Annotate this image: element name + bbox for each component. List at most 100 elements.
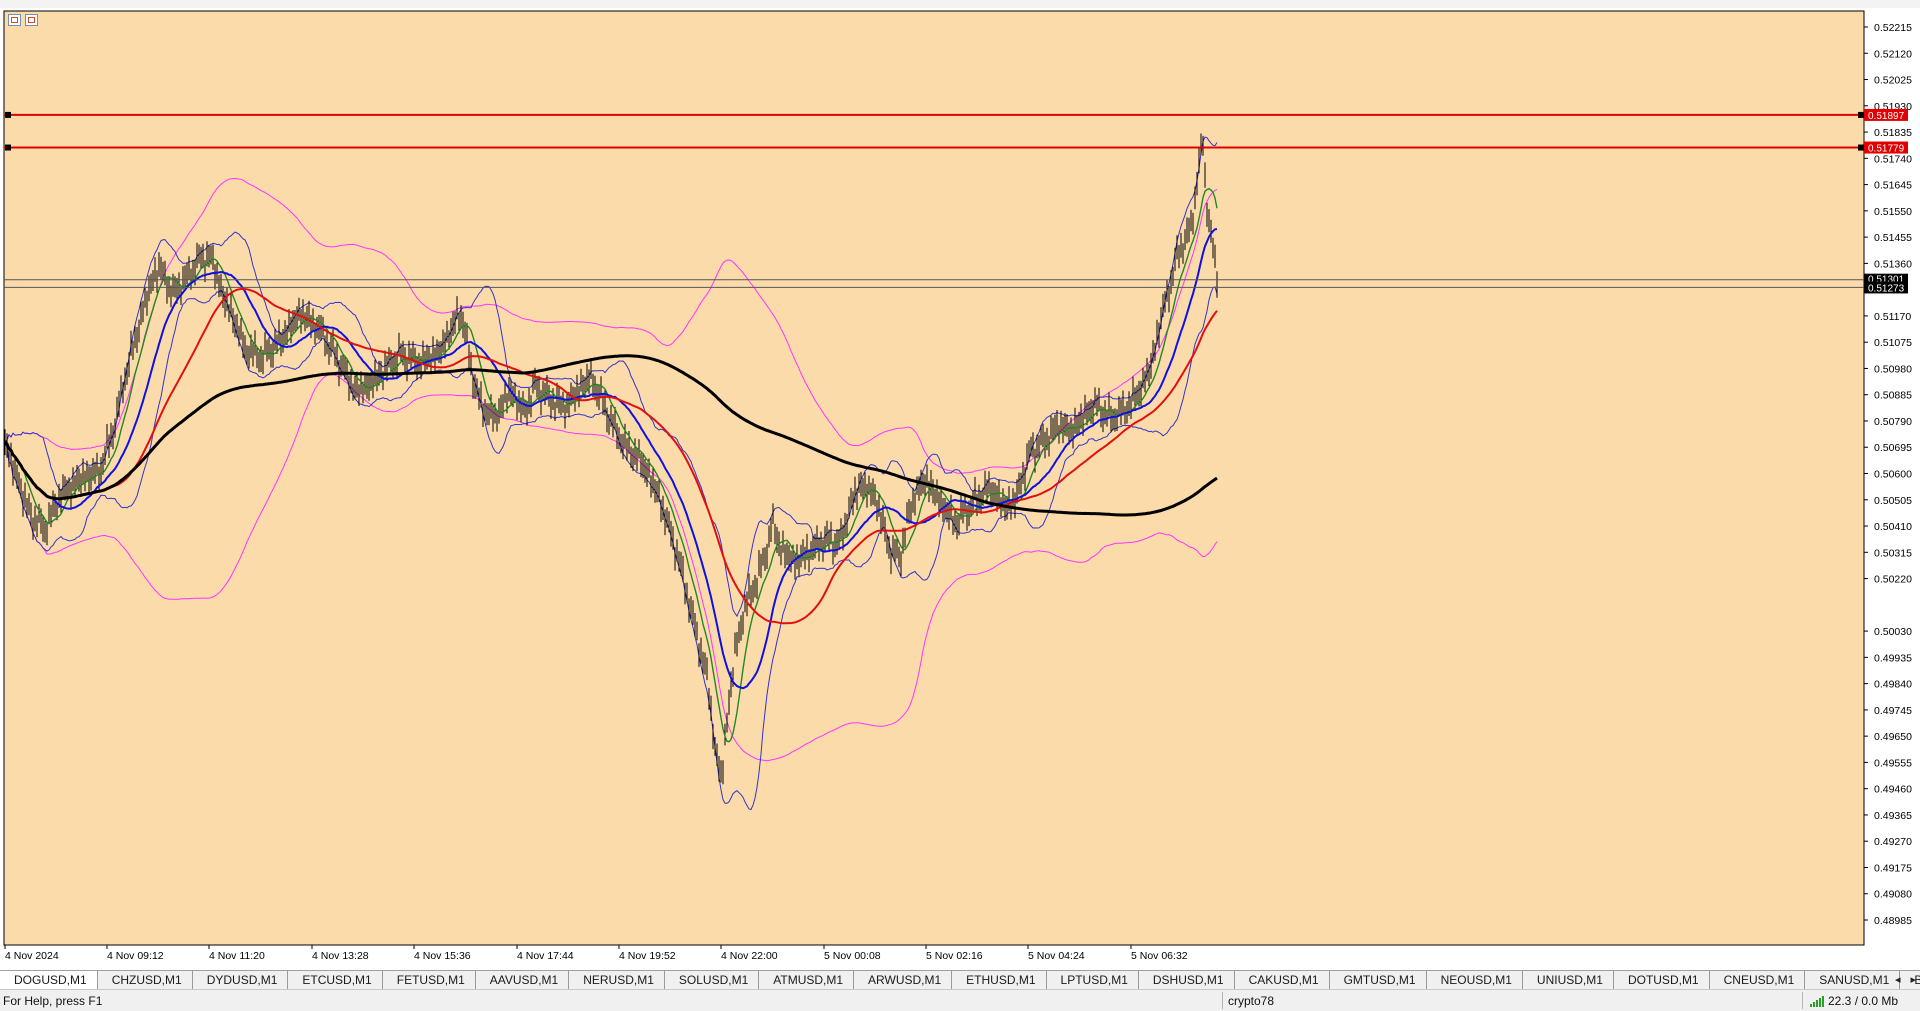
upper-resistance-anchor-left <box>5 111 11 118</box>
symbol-tab-lptusd[interactable]: LPTUSD,M1 <box>1047 971 1139 989</box>
status-help-text: For Help, press F1 <box>3 994 103 1008</box>
time-axis-label: 4 Nov 19:52 <box>619 950 676 962</box>
price-axis-label: 0.51740 <box>1874 153 1912 165</box>
price-axis-label: 0.51075 <box>1874 337 1912 349</box>
bollinger-outer-lower <box>4 374 1218 762</box>
symbol-tab-cakusd[interactable]: CAKUSD,M1 <box>1235 971 1330 989</box>
chart-window[interactable]: 0.52215 0.52120 0.52025 0.51930 0.51835 0.517… <box>0 8 1920 970</box>
price-axis-label: 0.49840 <box>1874 679 1912 691</box>
price-axis-label: 0.52025 <box>1874 75 1912 87</box>
price-axis-label: 0.50505 <box>1874 495 1912 507</box>
price-axis-label: 0.50315 <box>1874 547 1912 559</box>
bollinger-outer-upper <box>4 177 1218 474</box>
symbol-tab-ethusd[interactable]: ETHUSD,M1 <box>952 971 1047 989</box>
symbol-tab-nerusd[interactable]: NERUSD,M1 <box>569 971 665 989</box>
upper-resistance-anchor-right <box>1858 111 1864 118</box>
upper-resistance-price-tag <box>1864 108 1908 121</box>
price-axis-label: 0.50600 <box>1874 469 1912 481</box>
price-axis-label: 0.49365 <box>1874 810 1912 822</box>
lower-resistance-price-tag <box>1864 141 1908 154</box>
price-axis-label: 0.49935 <box>1874 652 1912 664</box>
tab-scroll-right-icon[interactable]: ▸ <box>1910 973 1916 986</box>
price-axis-label: 0.49460 <box>1874 784 1912 796</box>
price-axis-label: 0.50410 <box>1874 521 1912 533</box>
symbol-tab-chzusd[interactable]: CHZUSD,M1 <box>98 971 193 989</box>
price-axis-label: 0.49555 <box>1874 757 1912 769</box>
symbol-tab-dogusd[interactable]: DOGUSD,M1 <box>0 971 98 989</box>
price-axis-label: 0.51455 <box>1874 232 1912 244</box>
moving-average-blue <box>4 228 1218 690</box>
price-axis-label: 0.49270 <box>1874 836 1912 848</box>
time-axis-label: 4 Nov 22:00 <box>721 950 778 962</box>
lower-resistance-anchor-left <box>5 144 11 151</box>
price-axis-label: 0.49080 <box>1874 889 1912 901</box>
symbol-tab-aavusd[interactable]: AAVUSD,M1 <box>476 971 570 989</box>
time-axis-label: 4 Nov 11:20 <box>209 950 265 962</box>
tab-scroll-left-icon[interactable]: ◂ <box>1894 973 1901 986</box>
symbol-tab-uniusd[interactable]: UNIUSD,M1 <box>1523 971 1614 989</box>
price-axis-label: 0.49745 <box>1874 705 1912 717</box>
bid-price-tag <box>1864 281 1908 294</box>
symbol-tab-fetusd[interactable]: FETUSD,M1 <box>383 971 476 989</box>
time-axis-label: 4 Nov 2024 <box>5 950 59 962</box>
symbol-tab-etcusd[interactable]: ETCUSD,M1 <box>288 971 383 989</box>
symbol-tab-dshusd[interactable]: DSHUSD,M1 <box>1139 971 1235 989</box>
time-axis-label: 4 Nov 17:44 <box>517 950 574 962</box>
symbol-tab-neousd[interactable]: NEOUSD,M1 <box>1427 971 1523 989</box>
status-divider <box>1222 992 1223 1009</box>
price-axis-label: 0.51550 <box>1874 206 1912 218</box>
price-chart[interactable]: 0.522150.521200.520250.519300.518350.517… <box>0 8 1920 970</box>
time-axis-label: 4 Nov 15:36 <box>414 950 471 962</box>
symbol-tabs: DOGUSD,M1 CHZUSD,M1 DYDUSD,M1 ETCUSD,M1 FETU… <box>0 970 1920 989</box>
status-divider <box>1802 992 1803 1009</box>
signal-strength-icon <box>1810 995 1824 1007</box>
chart-window-icon[interactable] <box>8 14 21 26</box>
price-axis-label: 0.49175 <box>1874 862 1912 874</box>
connection-status[interactable]: 22.3 / 0.0 Mb <box>1810 994 1898 1008</box>
symbol-tab-gmtusd[interactable]: GMTUSD,M1 <box>1330 971 1427 989</box>
symbol-tab-sanusd[interactable]: SANUSD,M1 <box>1805 971 1901 989</box>
lower-resistance-price-label: 0.51779 <box>1868 144 1905 155</box>
status-profile-name: crypto78 <box>1228 994 1275 1008</box>
price-axis-label: 0.49650 <box>1874 731 1912 743</box>
upper-resistance-price-label: 0.51897 <box>1868 111 1905 122</box>
time-axis-label: 4 Nov 09:12 <box>107 950 164 962</box>
price-axis-label: 0.50220 <box>1874 574 1912 586</box>
price-axis-label: 0.52215 <box>1874 22 1912 34</box>
symbol-tab-btcusd[interactable]: BTCUSD,M1 <box>1900 971 1920 989</box>
price-axis-label: 0.51170 <box>1874 311 1911 323</box>
ask-price-label: 0.51301 <box>1868 275 1905 286</box>
price-axis-label: 0.51835 <box>1874 127 1912 139</box>
time-axis-label: 4 Nov 13:28 <box>312 950 369 962</box>
price-axis-label: 0.52120 <box>1874 48 1912 60</box>
symbol-tab-dotusd[interactable]: DOTUSD,M1 <box>1614 971 1710 989</box>
time-axis-label: 5 Nov 04:24 <box>1028 950 1085 962</box>
price-axis-label: 0.50030 <box>1874 626 1912 638</box>
plot-area <box>3 10 1865 946</box>
symbol-tab-solusd[interactable]: SOLUSD,M1 <box>665 971 760 989</box>
time-axis-label: 5 Nov 02:16 <box>926 950 983 962</box>
price-axis-label: 0.51360 <box>1874 258 1912 270</box>
lower-resistance-anchor-right <box>1858 144 1864 151</box>
symbol-tab-cneusd[interactable]: CNEUSD,M1 <box>1710 971 1806 989</box>
time-axis-label: 5 Nov 06:32 <box>1131 950 1188 962</box>
price-axis-label: 0.51645 <box>1874 180 1912 192</box>
price-axis-label: 0.50980 <box>1874 363 1912 375</box>
chart-properties-icon[interactable] <box>25 14 38 26</box>
chart-header-icons <box>8 14 38 26</box>
moving-average-red <box>4 287 1218 625</box>
moving-average-long <box>3 354 1218 517</box>
price-axis-label: 0.50790 <box>1874 416 1912 428</box>
bid-price-label: 0.51273 <box>1868 283 1905 294</box>
symbol-tab-dydusd[interactable]: DYDUSD,M1 <box>193 971 289 989</box>
price-axis-label: 0.48985 <box>1874 915 1912 927</box>
price-axis-label: 0.50885 <box>1874 390 1912 402</box>
symbol-tab-atmusd[interactable]: ATMUSD,M1 <box>759 971 855 989</box>
status-bar: For Help, press F1 crypto78 22.3 / 0.0 M… <box>0 989 1920 1011</box>
connection-traffic: 22.3 / 0.0 Mb <box>1828 994 1899 1008</box>
price-axis-label: 0.50695 <box>1874 442 1912 454</box>
tab-scroll: ◂ ▸ <box>1895 970 1916 988</box>
moving-average-green <box>4 187 1218 743</box>
symbol-tab-arwusd[interactable]: ARWUSD,M1 <box>854 971 953 989</box>
time-axis-label: 5 Nov 00:08 <box>824 950 881 962</box>
